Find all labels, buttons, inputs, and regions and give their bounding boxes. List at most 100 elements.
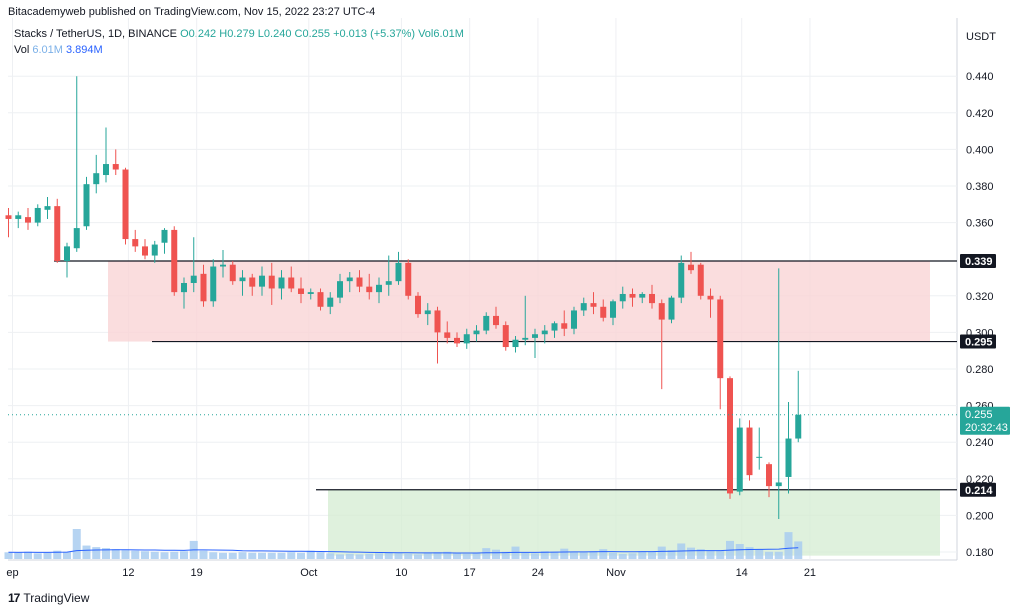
- volume-bar: [72, 529, 81, 559]
- price-tick-label: 0.300: [966, 327, 994, 339]
- volume-bar: [375, 553, 383, 559]
- volume-bar: [774, 551, 783, 559]
- candle-body: [142, 246, 148, 256]
- candle-body: [766, 464, 772, 487]
- volume-bar: [82, 545, 91, 559]
- price-tick-label: 0.260: [966, 401, 994, 413]
- volume-ma-line: [8, 547, 799, 554]
- volume-bar: [4, 552, 13, 559]
- candle-body: [434, 310, 441, 333]
- volume-bar: [453, 553, 461, 559]
- candle-body: [200, 273, 207, 302]
- date-tick-label: 17: [464, 567, 476, 579]
- ohlc-low: L0.240: [257, 28, 292, 40]
- candle-body: [83, 184, 90, 227]
- volume-bar: [131, 550, 140, 559]
- candle-body: [249, 277, 256, 287]
- volume-bar: [667, 550, 676, 559]
- volume-bar: [628, 553, 637, 559]
- candle-body: [463, 334, 470, 344]
- resistance-range-zone: [108, 261, 930, 342]
- volume-bar: [170, 551, 179, 559]
- candle-body: [688, 264, 694, 271]
- candle-body: [44, 206, 51, 210]
- candle-body: [658, 303, 665, 320]
- candle-body: [103, 164, 109, 176]
- volume-ma-value: 3.894M: [66, 44, 103, 56]
- support-zone: [328, 489, 940, 556]
- volume-bar: [472, 552, 481, 559]
- candle-body: [551, 323, 558, 331]
- candle-body: [424, 310, 431, 315]
- level-price-badge: [960, 482, 996, 497]
- volume-bar: [501, 551, 510, 559]
- candle-body: [668, 297, 675, 320]
- candle-body: [649, 293, 655, 304]
- candle-body: [346, 277, 353, 282]
- candle-body: [775, 482, 782, 487]
- candle-body: [366, 286, 373, 293]
- price-tick-label: 0.400: [966, 144, 994, 156]
- volume-bar: [570, 552, 578, 559]
- candle-body: [278, 277, 285, 289]
- candle-body: [239, 277, 246, 282]
- price-tick-label: 0.180: [966, 547, 994, 559]
- volume-bar: [794, 541, 803, 559]
- symbol-legend: Stacks / TetherUS, 1D, BINANCE O0.242 H0…: [14, 28, 464, 40]
- candles: [5, 76, 802, 520]
- candle-body: [590, 303, 597, 307]
- volume-bar: [199, 550, 208, 559]
- candle-body: [288, 277, 295, 289]
- volume-bar: [677, 543, 686, 559]
- candle-body: [73, 228, 80, 249]
- candle-body: [337, 281, 343, 298]
- volume-bar: [24, 551, 32, 559]
- volume-bar: [521, 552, 530, 559]
- candle-body: [512, 339, 519, 348]
- footer-brand[interactable]: TradingView: [23, 591, 90, 605]
- candle-body: [483, 315, 490, 331]
- grid-lines: [8, 18, 958, 561]
- candle-body: [717, 299, 724, 379]
- volume-bar: [180, 551, 188, 559]
- volume-bar: [238, 552, 247, 559]
- volume-legend: Vol 6.01M 3.894M: [14, 44, 103, 56]
- volume-bar: [150, 551, 159, 559]
- candle-body: [25, 217, 31, 223]
- volume-bar: [511, 546, 520, 559]
- candle-body: [5, 215, 12, 219]
- candle-body: [356, 277, 363, 287]
- symbol-name[interactable]: Stacks / TetherUS, 1D, BINANCE: [14, 28, 178, 40]
- volume-bar: [550, 551, 559, 559]
- candle-body: [190, 275, 197, 283]
- candle-body: [171, 229, 178, 293]
- candle-body: [317, 292, 324, 307]
- ohlc-high: H0.279: [219, 28, 255, 40]
- price-axis: USDT0.4400.4200.4000.3800.3600.3200.3000…: [960, 31, 1010, 559]
- volume-bar: [111, 549, 120, 559]
- candle-body: [639, 293, 646, 298]
- volume-bars: [4, 529, 803, 559]
- candle-body: [385, 281, 392, 285]
- volume-bar: [228, 552, 237, 559]
- date-tick-label: 19: [191, 567, 203, 579]
- volume-bar: [404, 553, 413, 559]
- volume-bar: [755, 549, 764, 559]
- volume-inline: Vol6.01M: [418, 28, 464, 40]
- volume-bar: [765, 551, 773, 559]
- candle-body: [727, 378, 733, 494]
- volume-bar: [277, 552, 286, 559]
- volume-bar: [14, 552, 23, 559]
- volume-bar: [716, 550, 725, 559]
- volume-label[interactable]: Vol: [14, 44, 30, 56]
- candle-body: [493, 315, 499, 326]
- candle-body: [561, 323, 568, 329]
- price-tick-label: 0.380: [966, 181, 994, 193]
- candle-body: [600, 306, 607, 318]
- volume-bar: [589, 551, 598, 559]
- candle-body: [444, 332, 451, 338]
- date-tick-label: 21: [804, 567, 816, 579]
- volume-bar: [92, 547, 101, 559]
- price-tick-label: 0.420: [966, 108, 994, 120]
